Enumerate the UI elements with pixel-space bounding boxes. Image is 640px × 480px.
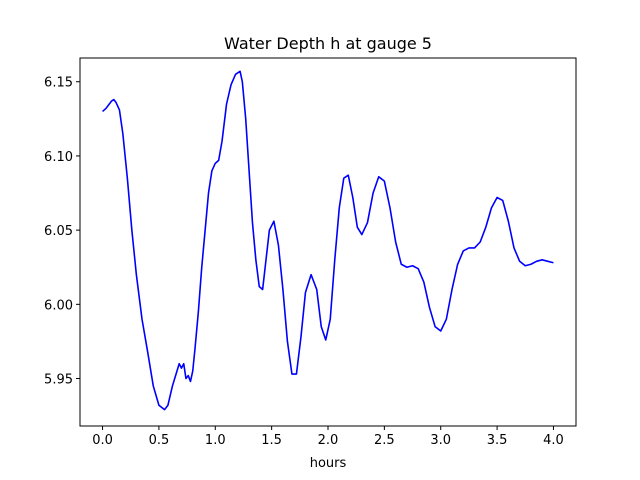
x-tick-label: 3.0	[430, 433, 451, 448]
y-tick-label: 5.95	[44, 373, 73, 388]
y-tick-label: 6.15	[44, 76, 73, 91]
chart-title: Water Depth h at gauge 5	[224, 34, 432, 53]
plot-area: 0.0 0.5 1.0 1.5 2.0 2.5 3.0 3.5 4.0 5.95 6.00 6.05 6…	[44, 57, 577, 448]
x-tick-label: 3.5	[487, 433, 508, 448]
x-tick-label: 4.0	[543, 433, 564, 448]
x-axis-label: hours	[310, 456, 347, 471]
x-tick-label: 2.0	[318, 433, 339, 448]
series-line-0	[102, 70, 554, 411]
x-tick-label: 0.5	[149, 433, 170, 448]
y-tick-label: 6.00	[44, 298, 73, 313]
y-tick-label: 6.05	[44, 224, 73, 239]
x-tick-label: 0.0	[92, 433, 113, 448]
x-tick-label: 1.0	[205, 433, 226, 448]
x-tick-label: 2.5	[374, 433, 395, 448]
x-tick-label: 1.5	[261, 433, 282, 448]
y-tick-label: 6.10	[44, 150, 73, 165]
